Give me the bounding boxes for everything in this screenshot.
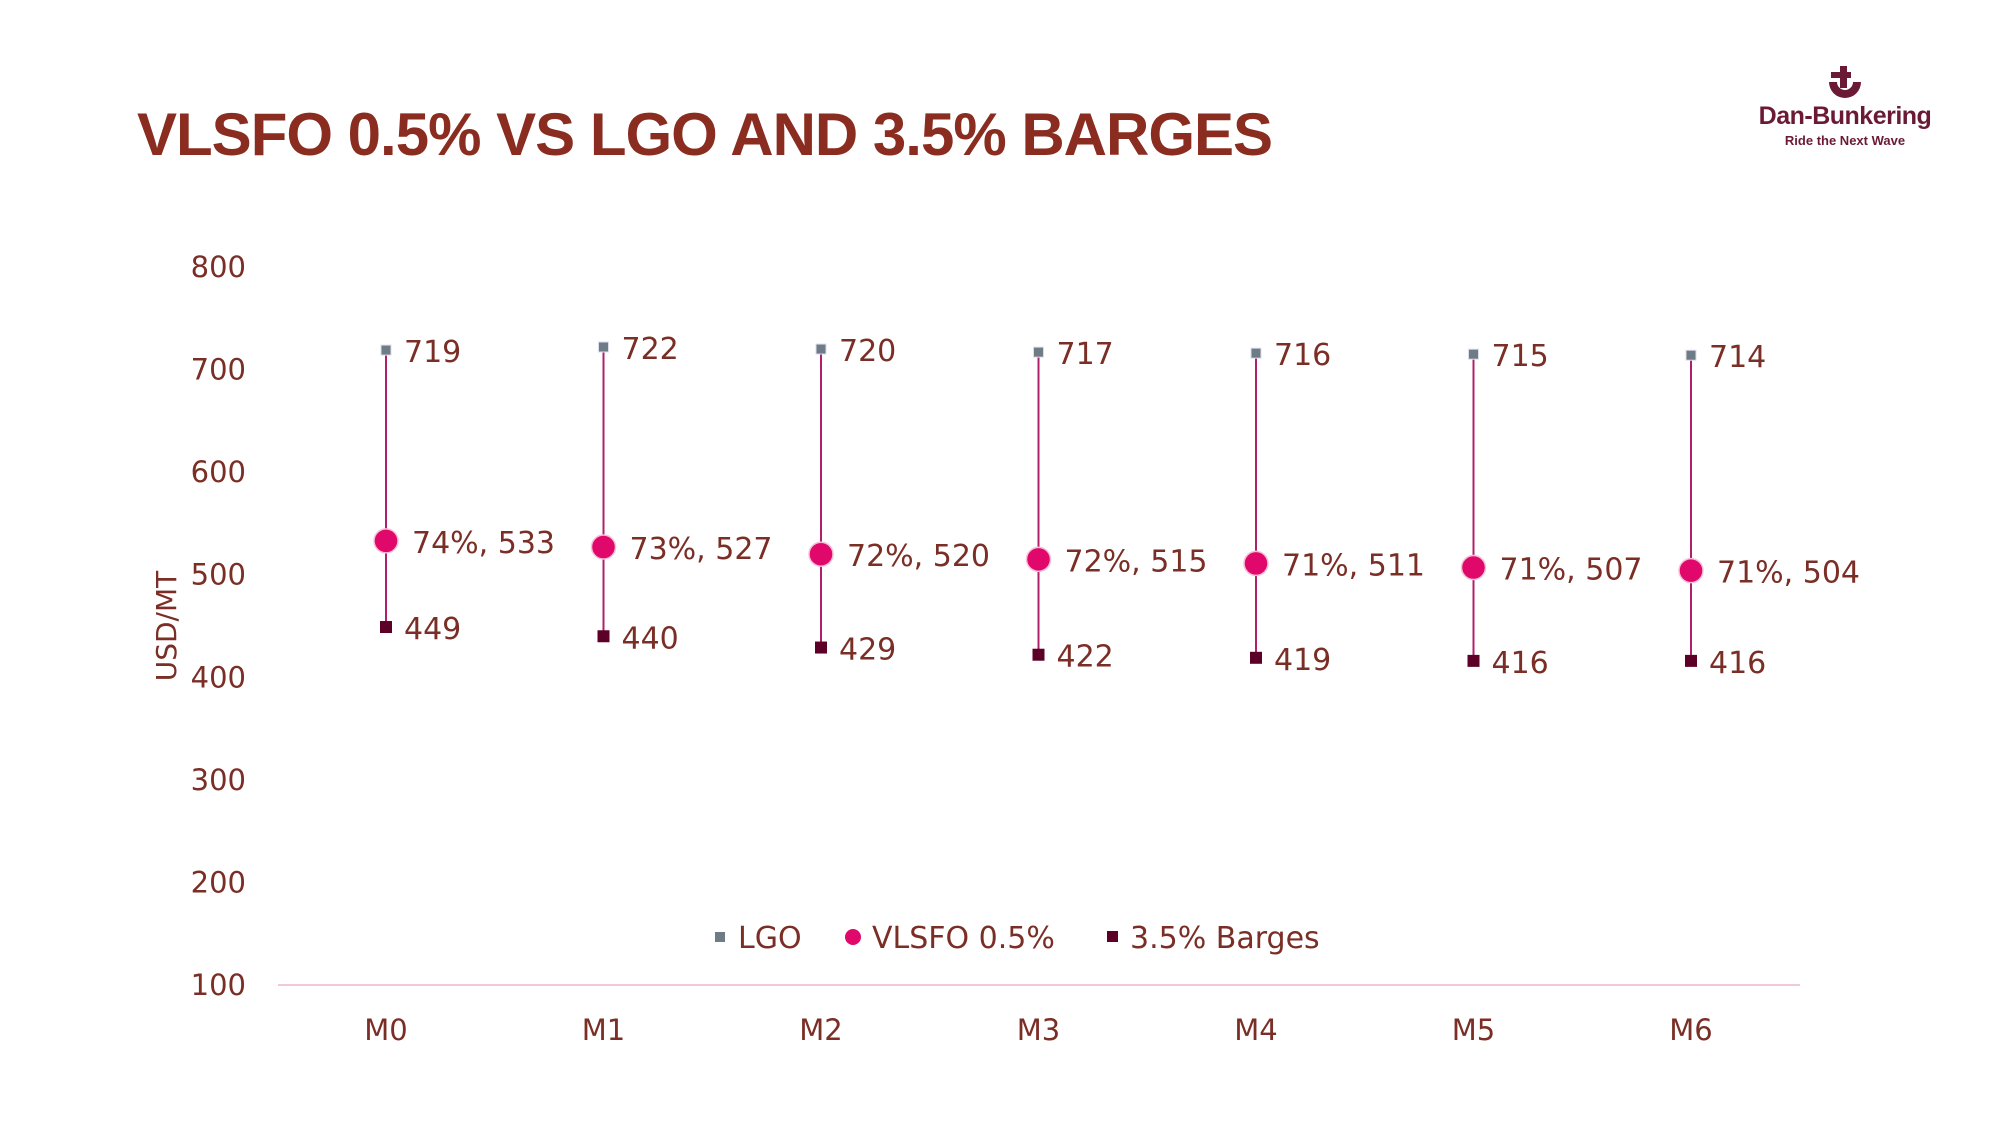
lgo-data-label: 720 [839,334,896,369]
vlsfo-marker [1678,557,1704,584]
legend-vlsfo-marker [845,929,861,945]
barges-marker [1032,648,1045,661]
vlsfo-data-label: 72%, 520 [847,539,990,574]
barges-marker [380,621,392,634]
legend-barges-label: 3.5% Barges [1130,921,1320,956]
barges-data-label: 449 [404,612,461,647]
x-tick-label: M0 [364,1013,407,1047]
lgo-data-label: 717 [1057,337,1114,372]
lgo-marker [1250,347,1262,359]
lgo-marker [1033,346,1044,358]
barges-marker [815,641,827,654]
barges-data-label: 416 [1709,646,1766,681]
y-tick-label: 700 [191,353,246,387]
lgo-data-label: 716 [1274,338,1331,373]
y-axis-label: USD/MT [150,570,183,681]
legend-lgo-label: LGO [738,921,802,956]
y-tick-label: 300 [191,763,246,797]
lgo-marker [1685,349,1697,361]
barges-marker [1467,654,1480,667]
y-tick-label: 600 [191,455,246,489]
vlsfo-data-label: 71%, 507 [1500,553,1643,588]
vlsfo-data-label: 71%, 511 [1282,548,1425,583]
legend-barges-marker [1107,931,1118,942]
y-tick-label: 100 [191,968,246,1002]
barges-data-label: 429 [839,633,896,668]
logo-tagline: Ride the Next Wave [1784,133,1906,148]
logo-brand: Dan-Bunkering [1758,102,1932,130]
vlsfo-marker [1025,546,1052,573]
vlsfo-marker [808,541,834,567]
x-tick-label: M2 [799,1013,842,1047]
vlsfo-marker [590,534,617,560]
vlsfo-data-label: 71%, 504 [1717,556,1860,591]
lgo-data-label: 719 [404,335,461,370]
y-tick-label: 500 [191,558,246,592]
legend-lgo-marker [715,932,725,942]
vlsfo-data-label: 74%, 533 [412,526,555,561]
dan-bunkering-logo: Dan-Bunkering Ride the Next Wave [1745,66,1945,148]
vlsfo-marker [1460,554,1487,581]
barges-marker [1250,651,1262,664]
chart-title: VLSFO 0.5% VS LGO AND 3.5% BARGES [137,101,1273,168]
vlsfo-data-label: 72%, 515 [1065,544,1208,579]
barges-data-label: 416 [1492,646,1549,681]
x-tick-label: M4 [1234,1013,1277,1047]
x-tick-label: M3 [1017,1013,1060,1047]
lgo-data-label: 722 [622,332,679,367]
barges-data-label: 419 [1274,643,1331,678]
vlsfo-marker [373,528,399,554]
y-tick-label: 800 [191,250,246,284]
lgo-marker [815,343,827,355]
lgo-marker [380,344,392,356]
lgo-data-label: 714 [1709,340,1766,375]
y-tick-label: 200 [191,865,246,899]
x-tick-label: M6 [1669,1013,1712,1047]
lgo-data-label: 715 [1492,339,1549,374]
anchor-logo-icon [1829,66,1861,98]
y-tick-label: 400 [191,660,246,694]
x-tick-label: M5 [1452,1013,1495,1047]
vlsfo-data-label: 73%, 527 [630,532,773,567]
barges-marker [1685,654,1697,667]
barges-data-label: 440 [622,621,679,656]
lgo-marker [1468,348,1479,360]
vlsfo-marker [1243,550,1269,577]
lgo-marker [598,341,609,353]
barges-marker [597,630,610,643]
x-tick-label: M1 [582,1013,625,1047]
legend-vlsfo-label: VLSFO 0.5% [872,921,1055,956]
barges-data-label: 422 [1057,640,1114,675]
